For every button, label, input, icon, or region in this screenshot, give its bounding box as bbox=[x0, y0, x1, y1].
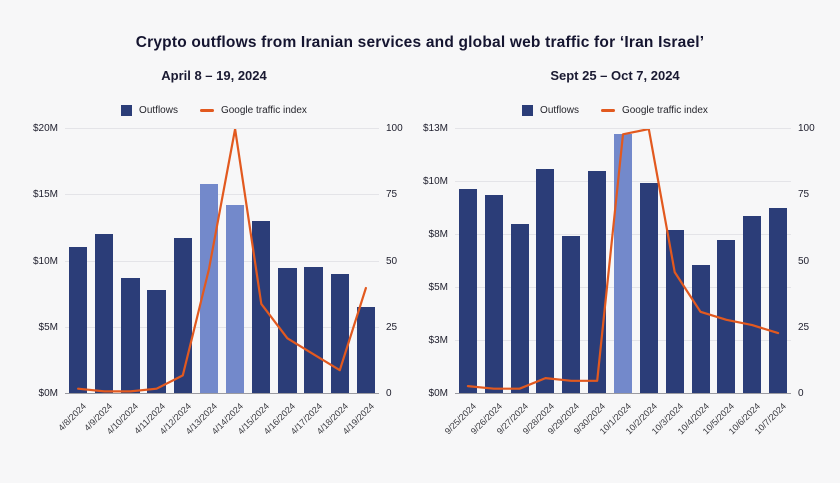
outflow-bar bbox=[252, 220, 271, 393]
outflows-swatch-icon bbox=[522, 105, 534, 116]
y-axis-tick-label: $5M bbox=[38, 321, 58, 333]
outflow-bar bbox=[199, 183, 219, 393]
y-axis-right-tick-label: 100 bbox=[798, 123, 815, 134]
y-axis-tick-label: $13M bbox=[422, 123, 448, 134]
y-axis-right-tick-label: 25 bbox=[798, 321, 810, 333]
outflow-bar bbox=[356, 306, 376, 393]
outflow-bar bbox=[304, 267, 323, 393]
outflows-legend-label: Outflows bbox=[139, 105, 178, 116]
legend: Outflows Google traffic index bbox=[19, 105, 409, 116]
y-axis-right-tick-label: 25 bbox=[386, 321, 398, 333]
outflow-bar bbox=[121, 277, 140, 393]
outflow-bar bbox=[95, 234, 114, 393]
outflow-bar bbox=[278, 268, 297, 393]
outflow-bar bbox=[614, 134, 633, 393]
outflow-bar bbox=[147, 289, 166, 393]
traffic-line-swatch-icon bbox=[600, 108, 615, 113]
outflow-bar bbox=[691, 264, 710, 393]
outflow-bar bbox=[173, 238, 192, 393]
chart-subtitle: April 8 – 19, 2024 bbox=[161, 68, 267, 83]
outflow-bar bbox=[562, 236, 581, 393]
y-axis-tick-label: $0M bbox=[428, 388, 448, 399]
figure-title: Crypto outflows from Iranian services an… bbox=[135, 34, 705, 51]
outflow-bar bbox=[458, 189, 477, 393]
y-axis-tick-label: $5M bbox=[428, 282, 448, 293]
x-axis-tick-label: 4/8/2024 bbox=[56, 401, 89, 433]
outflow-bar bbox=[330, 273, 349, 393]
outflow-bar bbox=[588, 170, 607, 393]
outflows-swatch-icon bbox=[121, 105, 133, 116]
outflow-bar bbox=[717, 240, 736, 393]
y-axis-right-tick-label: 100 bbox=[386, 123, 403, 134]
outflow-bar bbox=[68, 247, 88, 393]
gridline bbox=[65, 194, 379, 196]
outflow-bar bbox=[639, 183, 658, 393]
outflow-bar bbox=[484, 195, 503, 393]
zero-axis-line bbox=[455, 393, 791, 394]
traffic-legend-label: Google traffic index bbox=[621, 105, 708, 116]
y-axis-right-tick-label: 0 bbox=[798, 388, 804, 399]
gridline bbox=[455, 128, 791, 129]
y-axis-tick-label: $3M bbox=[428, 335, 448, 346]
y-axis-tick-label: $0M bbox=[38, 388, 58, 399]
y-axis-right-tick-label: 75 bbox=[386, 189, 398, 201]
combo-chart-october: $0M $3M $5M $8M $10M $13M 0 25 50 75 100 9/25/202… bbox=[409, 123, 821, 444]
outflow-bar bbox=[769, 207, 788, 393]
outflow-bar bbox=[225, 204, 245, 393]
y-axis-tick-label: $8M bbox=[428, 229, 448, 240]
chart-subtitle: Sept 25 – Oct 7, 2024 bbox=[550, 68, 680, 83]
outflows-legend-label: Outflows bbox=[540, 105, 579, 116]
zero-axis-line bbox=[65, 393, 379, 394]
chart-panels: April 8 – 19, 2024 Outflows Google traff… bbox=[0, 68, 840, 444]
combo-chart-april: $0M $5M $10M $15M $20M 0 25 50 75 100 4/8/2024 4/… bbox=[19, 123, 409, 444]
legend: Outflows Google traffic index bbox=[409, 105, 821, 116]
y-axis-tick-label: $20M bbox=[32, 123, 58, 134]
chart-panel-april: April 8 – 19, 2024 Outflows Google traff… bbox=[19, 68, 409, 444]
outflow-bar bbox=[665, 229, 684, 393]
outflow-bar bbox=[536, 168, 555, 393]
y-axis-right-tick-label: 75 bbox=[798, 189, 810, 201]
y-axis-right-tick-label: 0 bbox=[386, 388, 392, 399]
y-axis-right-tick-label: 50 bbox=[386, 255, 398, 267]
y-axis-right-tick-label: 50 bbox=[798, 255, 810, 267]
outflow-bar bbox=[510, 223, 529, 393]
outflow-bar bbox=[743, 215, 762, 393]
y-axis-tick-label: $10M bbox=[422, 176, 448, 187]
y-axis-tick-label: $15M bbox=[32, 189, 58, 201]
gridline bbox=[65, 128, 379, 129]
traffic-line-swatch-icon bbox=[199, 108, 214, 113]
y-axis-tick-label: $10M bbox=[32, 255, 58, 267]
chart-panel-october: Sept 25 – Oct 7, 2024 Outflows Google tr… bbox=[409, 68, 821, 444]
traffic-legend-label: Google traffic index bbox=[220, 105, 307, 116]
